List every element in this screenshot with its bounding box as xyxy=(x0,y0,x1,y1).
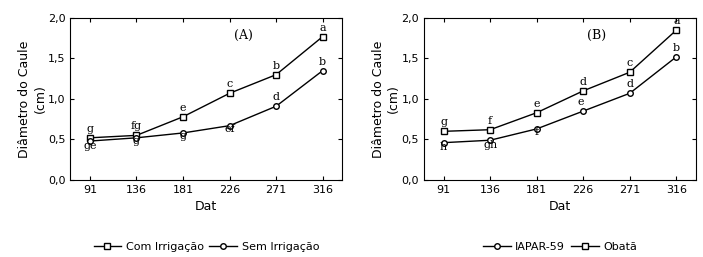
Text: g: g xyxy=(133,136,140,146)
Text: d: d xyxy=(273,92,280,102)
Legend: IAPAR-59, Obatã: IAPAR-59, Obatã xyxy=(479,237,641,256)
X-axis label: Dat: Dat xyxy=(549,200,571,213)
Text: d: d xyxy=(580,77,587,87)
Text: g: g xyxy=(86,124,93,134)
Text: c: c xyxy=(626,58,633,68)
Text: c: c xyxy=(226,79,233,89)
Text: b: b xyxy=(273,61,280,71)
Text: g: g xyxy=(440,117,447,127)
Text: g: g xyxy=(179,131,186,141)
Text: ef: ef xyxy=(224,124,235,134)
Text: d: d xyxy=(626,79,633,89)
Y-axis label: Diâmetro do Caule
(cm): Diâmetro do Caule (cm) xyxy=(372,40,400,158)
X-axis label: Dat: Dat xyxy=(195,200,217,213)
Text: e: e xyxy=(180,103,186,113)
Text: f: f xyxy=(488,116,492,126)
Y-axis label: Diâmetro do Caule
(cm): Diâmetro do Caule (cm) xyxy=(18,40,46,158)
Text: (A): (A) xyxy=(233,29,252,42)
Text: gh: gh xyxy=(483,140,497,150)
Text: h: h xyxy=(440,142,447,152)
Text: a: a xyxy=(673,16,680,26)
Text: b: b xyxy=(319,57,326,67)
Text: fg: fg xyxy=(131,121,142,131)
Text: f: f xyxy=(534,127,538,137)
Text: e: e xyxy=(534,99,540,109)
Text: b: b xyxy=(673,43,680,53)
Text: a: a xyxy=(319,23,326,33)
Legend: Com Irrigação, Sem Irrigação: Com Irrigação, Sem Irrigação xyxy=(89,237,323,256)
Text: ge: ge xyxy=(83,141,97,151)
Text: e: e xyxy=(578,97,584,107)
Text: (B): (B) xyxy=(587,29,606,42)
